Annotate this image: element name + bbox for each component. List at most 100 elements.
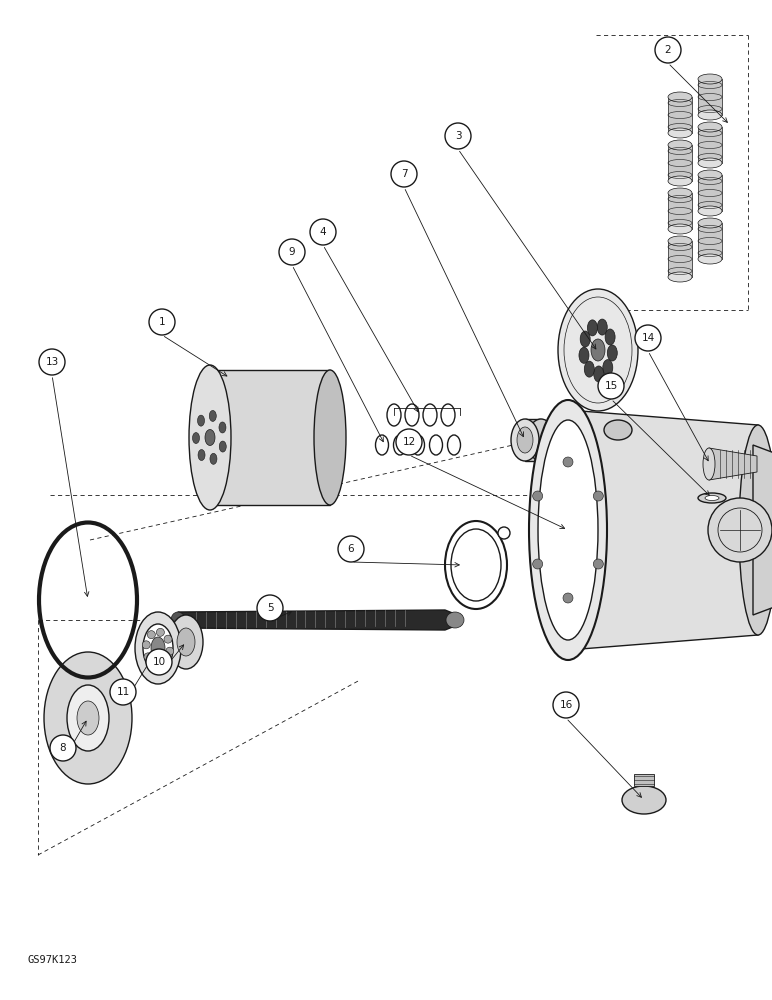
- Polygon shape: [709, 448, 757, 480]
- Text: 8: 8: [59, 743, 66, 753]
- Ellipse shape: [668, 272, 692, 282]
- Circle shape: [498, 527, 510, 539]
- Ellipse shape: [668, 140, 692, 150]
- Ellipse shape: [591, 339, 605, 361]
- Text: 1: 1: [159, 317, 165, 327]
- Ellipse shape: [219, 422, 226, 433]
- Ellipse shape: [205, 430, 215, 446]
- Ellipse shape: [314, 370, 346, 505]
- Ellipse shape: [584, 361, 594, 377]
- Circle shape: [310, 219, 336, 245]
- Circle shape: [144, 653, 152, 661]
- Polygon shape: [698, 79, 722, 115]
- Ellipse shape: [446, 612, 464, 628]
- Ellipse shape: [448, 435, 461, 455]
- Ellipse shape: [698, 218, 722, 228]
- Circle shape: [151, 660, 160, 668]
- Text: 10: 10: [152, 657, 165, 667]
- Text: 6: 6: [347, 544, 354, 554]
- Text: 9: 9: [289, 247, 296, 257]
- Ellipse shape: [143, 624, 173, 672]
- Ellipse shape: [698, 493, 726, 503]
- Ellipse shape: [668, 92, 692, 102]
- Ellipse shape: [605, 329, 615, 345]
- Ellipse shape: [209, 410, 216, 421]
- Ellipse shape: [668, 188, 692, 198]
- Ellipse shape: [451, 529, 501, 601]
- Ellipse shape: [44, 652, 132, 784]
- Polygon shape: [753, 445, 772, 615]
- Ellipse shape: [668, 176, 692, 186]
- Circle shape: [257, 595, 283, 621]
- Circle shape: [563, 593, 573, 603]
- Ellipse shape: [405, 404, 419, 426]
- Ellipse shape: [135, 612, 181, 684]
- Ellipse shape: [698, 158, 722, 168]
- Ellipse shape: [698, 110, 722, 120]
- Circle shape: [563, 457, 573, 467]
- Polygon shape: [698, 175, 722, 211]
- Circle shape: [533, 559, 543, 569]
- Circle shape: [157, 628, 164, 636]
- Ellipse shape: [394, 435, 407, 455]
- Ellipse shape: [603, 360, 613, 376]
- Ellipse shape: [198, 450, 205, 461]
- Text: 4: 4: [320, 227, 327, 237]
- Ellipse shape: [529, 400, 607, 660]
- Ellipse shape: [67, 685, 109, 751]
- Ellipse shape: [511, 419, 539, 461]
- Circle shape: [166, 647, 174, 655]
- Text: 3: 3: [455, 131, 462, 141]
- Ellipse shape: [622, 786, 666, 814]
- Ellipse shape: [598, 319, 608, 335]
- Circle shape: [594, 559, 603, 569]
- Ellipse shape: [441, 404, 455, 426]
- Ellipse shape: [703, 448, 715, 480]
- Text: 14: 14: [642, 333, 655, 343]
- Text: 7: 7: [401, 169, 408, 179]
- Polygon shape: [668, 145, 692, 181]
- Ellipse shape: [698, 74, 722, 84]
- Ellipse shape: [705, 495, 719, 500]
- Circle shape: [50, 735, 76, 761]
- Circle shape: [149, 309, 175, 335]
- Ellipse shape: [198, 415, 205, 426]
- Ellipse shape: [189, 365, 231, 510]
- Circle shape: [338, 536, 364, 562]
- Ellipse shape: [668, 128, 692, 138]
- Text: 2: 2: [665, 45, 672, 55]
- Ellipse shape: [698, 122, 722, 132]
- Circle shape: [533, 491, 543, 501]
- Ellipse shape: [171, 612, 185, 628]
- Ellipse shape: [423, 404, 437, 426]
- Text: 16: 16: [560, 700, 573, 710]
- Circle shape: [142, 641, 151, 649]
- Ellipse shape: [538, 420, 598, 640]
- Circle shape: [147, 631, 155, 639]
- Polygon shape: [668, 97, 692, 133]
- Circle shape: [708, 498, 772, 562]
- Circle shape: [146, 649, 172, 675]
- Ellipse shape: [558, 289, 638, 411]
- Ellipse shape: [387, 404, 401, 426]
- Ellipse shape: [375, 435, 388, 455]
- Ellipse shape: [579, 347, 589, 363]
- Ellipse shape: [77, 701, 99, 735]
- Ellipse shape: [210, 453, 217, 464]
- Polygon shape: [525, 419, 541, 461]
- Ellipse shape: [698, 206, 722, 216]
- Text: 5: 5: [266, 603, 273, 613]
- Text: 13: 13: [46, 357, 59, 367]
- Circle shape: [445, 123, 471, 149]
- Circle shape: [161, 657, 168, 665]
- Circle shape: [553, 692, 579, 718]
- Ellipse shape: [608, 345, 618, 361]
- Circle shape: [635, 325, 661, 351]
- Circle shape: [598, 373, 624, 399]
- Ellipse shape: [581, 331, 590, 347]
- Circle shape: [655, 37, 681, 63]
- Text: 15: 15: [604, 381, 618, 391]
- Ellipse shape: [527, 419, 555, 461]
- Ellipse shape: [219, 441, 226, 452]
- Ellipse shape: [177, 628, 195, 656]
